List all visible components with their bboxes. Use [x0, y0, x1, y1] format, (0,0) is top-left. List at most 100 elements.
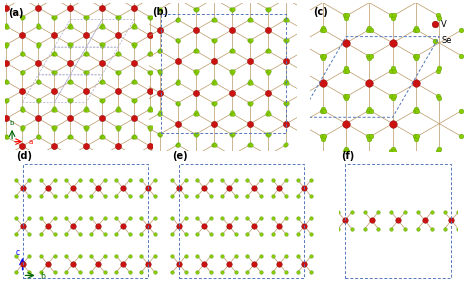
Point — [300, 49, 307, 54]
Point — [18, 51, 26, 55]
Point — [130, 43, 138, 48]
Point — [67, 42, 75, 46]
Point — [342, 147, 350, 151]
Point — [177, 52, 185, 57]
Point — [228, 110, 236, 115]
Point — [389, 15, 396, 20]
Point — [348, 210, 356, 214]
Point — [19, 125, 27, 129]
Point — [229, 132, 237, 136]
Point — [120, 112, 128, 116]
Point — [245, 18, 253, 22]
Point — [365, 187, 373, 192]
Point — [257, 270, 265, 275]
Point — [18, 16, 26, 20]
Point — [228, 133, 236, 138]
Point — [98, 135, 105, 140]
Point — [344, 149, 351, 154]
Point — [264, 90, 272, 95]
Point — [282, 16, 290, 21]
Point — [82, 33, 90, 38]
Point — [232, 253, 240, 258]
Point — [413, 109, 421, 113]
Point — [51, 194, 58, 199]
Point — [177, 107, 185, 112]
Point — [83, 52, 91, 57]
Point — [119, 262, 127, 266]
Point — [114, 70, 121, 74]
Point — [434, 149, 442, 154]
Point — [126, 270, 134, 275]
Point — [228, 70, 236, 75]
Point — [101, 253, 109, 258]
Point — [412, 56, 420, 60]
Point — [318, 134, 325, 139]
Point — [265, 6, 273, 11]
Point — [182, 270, 190, 275]
Point — [193, 232, 201, 237]
Point — [129, 97, 137, 102]
Point — [191, 69, 199, 74]
Point — [193, 270, 201, 275]
Point — [265, 69, 273, 74]
Point — [227, 132, 235, 136]
Point — [201, 262, 208, 266]
Point — [129, 80, 137, 84]
Point — [115, 125, 123, 129]
Point — [18, 89, 26, 93]
Point — [232, 178, 240, 182]
Point — [3, 80, 11, 84]
Point — [18, 71, 26, 76]
Point — [192, 133, 200, 138]
Point — [193, 253, 201, 258]
Point — [151, 215, 159, 220]
Point — [162, 42, 169, 46]
Point — [18, 0, 25, 1]
Point — [283, 232, 290, 237]
Point — [130, 99, 138, 103]
Point — [94, 224, 101, 228]
Point — [76, 215, 83, 220]
Point — [98, 80, 105, 84]
Point — [66, 61, 74, 65]
Point — [273, 28, 281, 32]
Point — [365, 136, 373, 141]
Point — [229, 49, 237, 54]
Point — [228, 8, 236, 12]
Point — [192, 70, 200, 75]
Point — [147, 70, 155, 74]
Point — [34, 25, 41, 29]
Point — [246, 79, 254, 84]
Point — [126, 215, 134, 220]
Point — [273, 109, 281, 113]
Point — [19, 52, 27, 57]
Point — [301, 224, 308, 228]
Point — [193, 49, 201, 54]
Point — [244, 270, 251, 275]
Point — [344, 94, 351, 98]
Point — [2, 42, 9, 46]
Point — [282, 142, 290, 146]
Point — [283, 270, 290, 275]
Point — [76, 232, 83, 237]
Point — [3, 135, 11, 140]
Point — [12, 215, 19, 220]
Point — [344, 174, 351, 179]
Point — [62, 178, 70, 182]
Point — [66, 99, 74, 103]
Point — [390, 94, 398, 98]
Point — [344, 13, 351, 18]
Point — [319, 56, 327, 60]
Point — [51, 52, 59, 57]
Point — [308, 194, 315, 199]
Point — [210, 122, 218, 126]
Point — [120, 49, 128, 54]
Point — [308, 232, 315, 237]
Point — [219, 232, 226, 237]
Point — [247, 38, 255, 42]
Point — [191, 49, 199, 54]
Point — [411, 53, 419, 58]
Point — [66, 43, 74, 48]
Point — [66, 78, 74, 83]
Point — [413, 134, 421, 139]
